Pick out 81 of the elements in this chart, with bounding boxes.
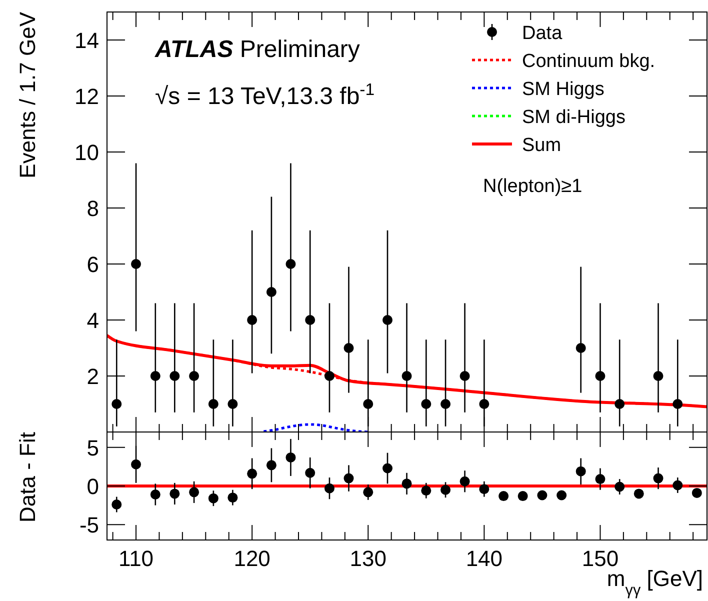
point [208,493,218,504]
x-tick-label: 130 [350,546,386,571]
point [382,463,393,474]
point [170,371,180,381]
y-tick-label: 4 [86,308,99,333]
point [112,500,122,510]
point [518,491,528,502]
point [614,399,625,409]
point [286,259,296,269]
point [653,371,664,381]
line-series [262,423,370,432]
annotation: N(lepton)≥1 [483,176,582,197]
point [228,399,238,409]
point [131,459,142,470]
point [672,399,683,409]
x-tick-label: 110 [118,546,154,571]
point [382,315,393,325]
legend-label: Continuum bkg. [522,51,656,72]
y-tick-label: 14 [74,28,99,53]
point [266,287,276,297]
annotation: √s = 13 TeV,13.3 fb$^{-1}$ [155,80,375,110]
point [440,484,451,495]
legend-label: SM di-Higgs [522,107,626,128]
y-tick-label: -5 [79,512,99,538]
point [363,399,374,409]
point [479,399,490,409]
point [595,371,606,381]
y-tick-label: 10 [74,140,99,165]
point [595,474,606,484]
legend-label: Sum [522,135,562,156]
y-tick-label: 8 [86,196,99,221]
point [460,476,470,486]
point [324,483,334,494]
point [305,315,316,325]
legend-label: SM Higgs [522,79,604,100]
y-tick-label: 2 [86,364,99,389]
point [150,489,160,500]
point [189,487,200,498]
point [131,259,142,269]
point [576,343,586,353]
x-tick-label: 120 [234,546,270,571]
y-tick-label: 12 [74,84,99,109]
legend-label: Data [522,23,563,44]
point [402,371,412,381]
point [208,399,218,409]
point [672,480,683,490]
point [537,490,548,500]
point [634,488,644,499]
point [402,478,412,489]
point [479,484,490,494]
point [498,491,509,502]
y-axis-title: Events / 1.7 GeV [15,12,40,178]
y-tick-label: 5 [86,435,99,460]
point [286,452,296,462]
point [692,488,702,498]
point [440,399,451,409]
y-tick-label: 0 [86,474,99,499]
y-tick-label: 6 [86,252,99,277]
annotation: ATLAS Preliminary [154,36,360,63]
point [576,466,586,476]
point [247,315,258,325]
point [421,399,432,409]
point [189,371,200,381]
point [363,487,374,498]
point [112,399,122,409]
point [344,473,354,484]
point [344,343,354,353]
y-axis-title: Data - Fit [15,432,40,522]
point [460,371,470,381]
point [266,460,276,470]
point [653,473,664,484]
point [228,492,238,503]
x-tick-label: 140 [466,546,503,571]
point [324,371,334,381]
point [614,482,625,492]
point [150,371,160,381]
point [556,490,567,500]
point [305,468,316,478]
point [170,488,180,499]
point [247,468,258,479]
point [421,486,432,496]
